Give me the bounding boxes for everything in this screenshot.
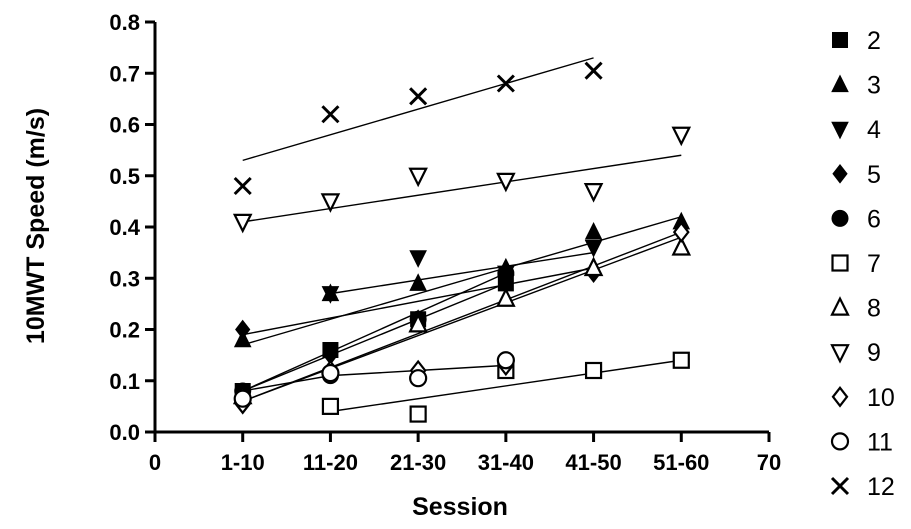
legend-label: 2 (867, 27, 881, 55)
legend-marker-3 (831, 74, 849, 93)
legend-label: 7 (867, 250, 881, 278)
y-tick-label: 0.2 (109, 318, 140, 343)
x-tick-label: 31-40 (478, 450, 534, 475)
x-tick-label: 70 (757, 450, 781, 475)
x-axis-ticks: 0 1-10 11-20 21-30 31-40 41-50 51-60 70 (149, 432, 781, 475)
x-tick-label: 51-60 (653, 450, 709, 475)
data-point-9 (232, 213, 253, 234)
trend-line-11 (242, 364, 506, 392)
y-tick-label: 0.5 (109, 164, 140, 189)
data-point-8 (583, 256, 604, 277)
legend-marker-11 (830, 432, 850, 451)
legend-label: 5 (867, 161, 881, 189)
data-point-9 (408, 167, 428, 188)
data-point-9 (320, 193, 341, 213)
data-point-8 (671, 236, 692, 256)
data-point-12 (584, 61, 603, 80)
data-point-12 (233, 176, 252, 196)
legend-marker-10 (831, 386, 849, 408)
x-tick-label: 41-50 (565, 450, 621, 475)
x-tick-label: 1-10 (221, 450, 265, 475)
legend: 2 3 4 5 6 7 8 9 10 11 12 (830, 27, 895, 501)
data-point-11 (409, 369, 428, 388)
y-tick-label: 0.0 (109, 420, 140, 445)
data-point-11 (496, 351, 515, 370)
trend-line-3 (242, 216, 682, 346)
x-tick-label: 11-20 (303, 450, 358, 475)
trend-line-2 (242, 282, 507, 392)
y-tick-label: 0.4 (109, 215, 140, 240)
trend-line-6 (242, 272, 507, 392)
legend-marker-12 (830, 476, 850, 496)
legend-label: 4 (867, 116, 881, 144)
data-point-7 (672, 351, 690, 369)
y-tick-label: 0.7 (109, 61, 140, 86)
data-point-9 (583, 183, 604, 203)
y-tick-label: 0.3 (109, 266, 140, 291)
data-point-12 (496, 74, 515, 93)
data-point-4 (321, 286, 340, 304)
data-point-7 (321, 397, 340, 415)
legend-marker-7 (831, 254, 849, 272)
legend-marker-5 (832, 163, 848, 184)
legend-marker-8 (830, 296, 850, 316)
data-point-4 (584, 240, 603, 258)
data-point-12 (321, 105, 340, 124)
data-point-5 (235, 319, 251, 340)
data-point-8 (496, 287, 516, 307)
legend-label: 11 (867, 428, 893, 456)
legend-label: 6 (867, 205, 881, 233)
data-points (232, 61, 692, 423)
data-point-9 (496, 172, 516, 193)
data-point-8 (408, 312, 428, 333)
y-axis-ticks: 0.0 0.1 0.2 0.3 0.4 0.5 0.6 0.7 0.8 (109, 10, 155, 445)
data-point-11 (321, 363, 340, 383)
trend-line-9 (242, 154, 682, 223)
data-point-4 (409, 250, 427, 268)
legend-label: 9 (867, 339, 881, 367)
legend-label: 3 (867, 72, 881, 100)
y-tick-label: 0.6 (109, 113, 140, 138)
y-tick-label: 0.8 (109, 10, 140, 35)
trend-line-5 (242, 267, 594, 336)
data-point-10 (672, 221, 690, 243)
data-point-11 (233, 389, 252, 408)
x-tick-label: 21-30 (390, 450, 446, 475)
data-point-7 (409, 405, 427, 423)
trend-line-7 (330, 359, 682, 413)
legend-label: 8 (867, 295, 881, 323)
legend-marker-2 (832, 32, 848, 48)
plot-area: 0.0 0.1 0.2 0.3 0.4 0.5 0.6 0.7 0.8 0 1-10 11-20 21… (109, 10, 781, 475)
legend-marker-9 (830, 344, 850, 364)
trend-line-12 (242, 57, 594, 162)
data-point-12 (409, 87, 428, 106)
legend-marker-4 (831, 121, 849, 140)
data-point-7 (584, 361, 603, 380)
y-tick-label: 0.1 (109, 369, 140, 394)
y-axis-title: 10MWT Speed (m/s) (22, 108, 50, 344)
x-axis-title: Session (412, 493, 508, 521)
data-point-6 (497, 264, 515, 282)
data-point-3 (409, 273, 427, 291)
trend-line-8 (242, 236, 682, 402)
data-point-9 (671, 126, 692, 147)
legend-marker-6 (831, 209, 849, 227)
legend-label: 10 (867, 384, 895, 412)
data-point-3 (584, 222, 603, 240)
trend-line-4 (330, 251, 594, 295)
trend-line-10 (242, 231, 682, 402)
legend-label: 12 (867, 473, 895, 501)
trend-lines (242, 57, 682, 413)
x-tick-label: 0 (149, 450, 161, 475)
